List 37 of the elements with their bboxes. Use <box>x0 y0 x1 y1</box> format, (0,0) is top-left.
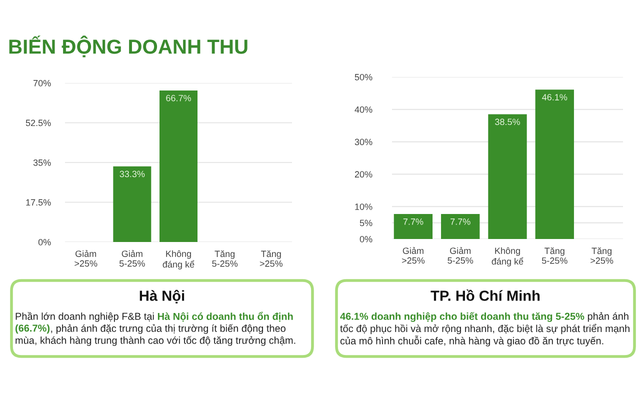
data-label: 7.7% <box>403 218 424 225</box>
x-tick-label: Tăng 5-25% <box>212 250 238 267</box>
y-tick-label: 52.5% <box>26 120 51 126</box>
bar <box>394 214 433 239</box>
bar <box>441 214 480 239</box>
bar <box>488 114 527 239</box>
x-tick-label: Không đáng kể <box>492 247 524 266</box>
y-tick-label: 35% <box>33 159 51 166</box>
text: TP. Hồ Chí Minh <box>430 290 540 301</box>
y-tick-label: 30% <box>354 138 372 146</box>
text: 46.1% doanh nghiệp cho biết doanh thu tăng 5-25% <box>340 312 584 322</box>
y-tick-label: 0% <box>360 236 372 242</box>
x-tick-label: Giảm >25% <box>74 250 98 267</box>
text: Phần lớn doanh nghiệp F&B tại <box>16 312 154 322</box>
y-tick-label: 50% <box>354 74 372 80</box>
data-label: 38.5% <box>495 118 520 126</box>
x-tick-label: Không đáng kể <box>162 250 194 270</box>
y-tick-label: 17.5% <box>26 199 51 206</box>
y-tick-label: 20% <box>354 171 372 178</box>
y-tick-label: 70% <box>34 80 51 86</box>
data-label: 7.7% <box>450 218 470 225</box>
bar <box>535 90 574 239</box>
data-label: 66.7% <box>166 94 191 102</box>
data-label: 33.3% <box>120 170 145 178</box>
y-tick-label: 5% <box>360 220 372 226</box>
x-tick-label: Tăng >25% <box>590 247 614 264</box>
x-tick-label: Tăng >25% <box>260 250 282 267</box>
x-tick-label: Giảm 5-25% <box>448 247 474 264</box>
data-label: 46.1% <box>542 94 568 100</box>
y-tick-label: 10% <box>355 204 372 210</box>
x-tick-label: Giảm 5-25% <box>119 250 145 267</box>
y-tick-label: 40% <box>354 106 372 113</box>
x-tick-label: Tăng 5-25% <box>542 247 568 264</box>
y-tick-label: 0% <box>38 238 51 246</box>
text: Hà Nội <box>140 290 184 304</box>
chart-title: BIẾN ĐỘNG DOANH THU <box>9 36 248 58</box>
x-tick-label: Giảm >25% <box>402 247 425 264</box>
